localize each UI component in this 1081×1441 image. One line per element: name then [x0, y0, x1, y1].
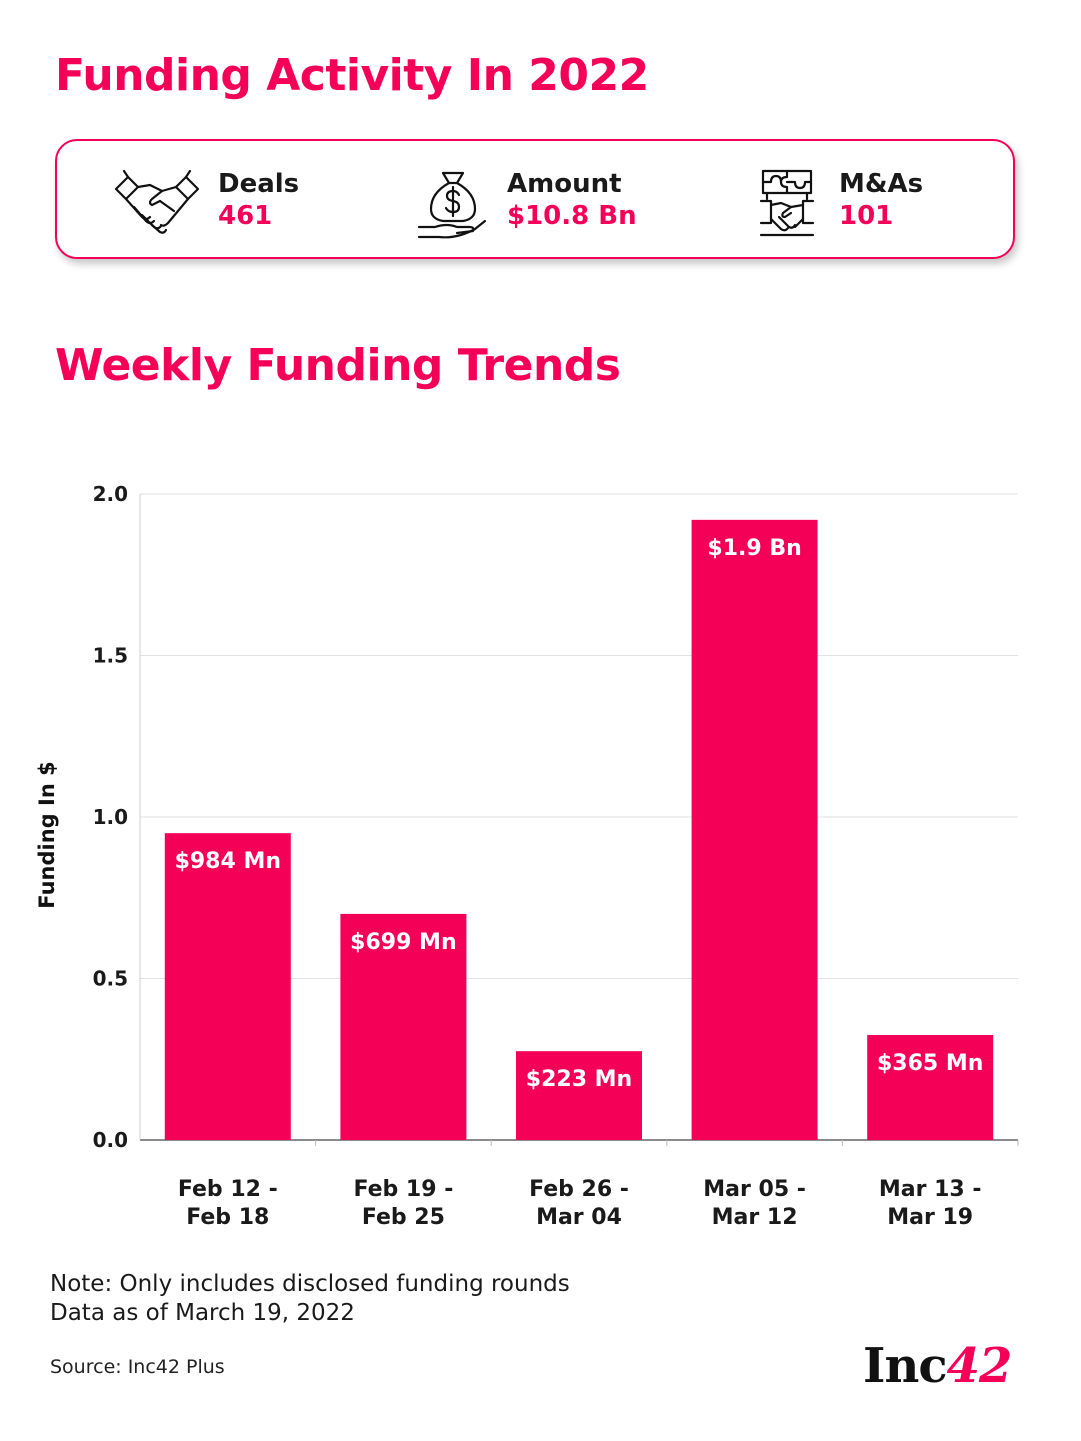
data-label: $699 Mn — [350, 930, 456, 955]
data-label: $365 Mn — [877, 1051, 983, 1076]
amount-value: $10.8 Bn — [507, 201, 637, 231]
page-title: Funding Activity In 2022 — [55, 50, 649, 101]
stat-amount: Amount $10.8 Bn — [417, 141, 697, 257]
stats-card: Deals 461 Amount $10.8 Bn — [55, 139, 1015, 259]
amount-label: Amount — [507, 169, 622, 199]
bar — [164, 833, 291, 1140]
stat-mas: M&As 101 — [757, 141, 997, 257]
x-tick-label: Mar 05 - — [703, 1177, 806, 1202]
note-line-2: Data as of March 19, 2022 — [50, 1300, 355, 1326]
money-bag-hand-icon — [417, 171, 487, 239]
section-title: Weekly Funding Trends — [55, 340, 621, 391]
x-tick-label: Mar 19 — [887, 1205, 973, 1230]
x-tick-label: Feb 25 — [362, 1205, 445, 1230]
x-tick-label: Mar 12 — [712, 1205, 798, 1230]
y-tick-label: 0.0 — [93, 1128, 128, 1152]
x-tick-label: Feb 12 - — [178, 1177, 278, 1202]
mas-label: M&As — [839, 169, 924, 199]
data-label: $223 Mn — [526, 1067, 632, 1092]
weekly-funding-chart: 0.0 0.5 1.0 1.5 2.0 Funding In $ $984 Mn Feb 12… — [35, 482, 1019, 1230]
bar — [516, 1051, 642, 1140]
bar — [691, 519, 818, 1140]
bar — [867, 1035, 994, 1140]
logo-text: Inc — [863, 1338, 948, 1394]
y-tick-label: 2.0 — [93, 482, 128, 506]
note-line-1: Note: Only includes disclosed funding ro… — [50, 1271, 570, 1297]
mas-value: 101 — [839, 201, 894, 231]
deals-label: Deals — [218, 169, 300, 199]
x-tick-label: Feb 26 - — [529, 1177, 629, 1202]
y-tick-label: 0.5 — [93, 967, 128, 991]
bar — [340, 913, 467, 1140]
x-tick-label: Mar 13 - — [879, 1177, 982, 1202]
x-tick-label: Mar 04 — [536, 1205, 622, 1230]
y-tick-label: 1.5 — [93, 644, 128, 668]
source-text: Source: Inc42 Plus — [50, 1356, 225, 1378]
data-label: $1.9 Bn — [707, 536, 801, 561]
inc42-logo: Inc42 — [863, 1338, 1012, 1394]
data-label: $984 Mn — [175, 849, 281, 874]
footnote: Note: Only includes disclosed funding ro… — [50, 1270, 570, 1328]
deals-value: 461 — [218, 201, 273, 231]
x-tick-label: Feb 18 — [186, 1205, 269, 1230]
puzzle-handshake-icon — [759, 169, 815, 237]
y-axis-title: Funding In $ — [35, 761, 59, 908]
y-tick-label: 1.0 — [93, 805, 128, 829]
handshake-icon — [114, 169, 200, 234]
stat-deals: Deals 461 — [112, 141, 372, 257]
logo-number: 42 — [946, 1338, 1013, 1394]
x-tick-label: Feb 19 - — [353, 1177, 453, 1202]
